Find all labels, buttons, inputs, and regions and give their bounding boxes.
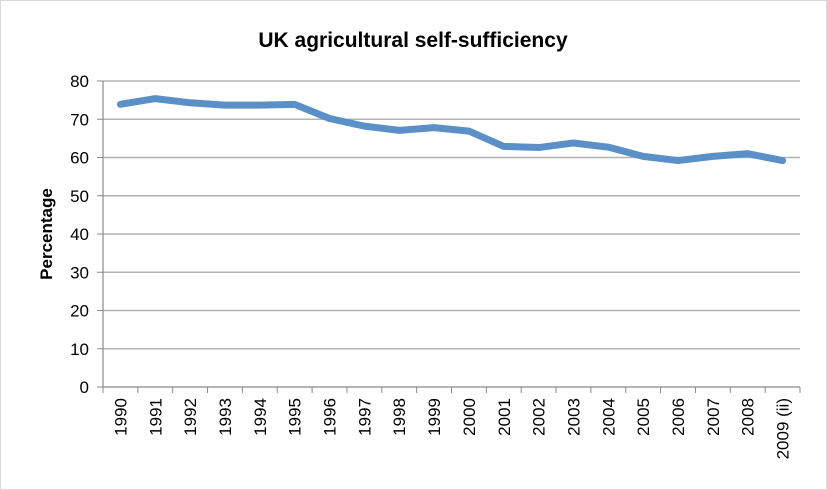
y-tick-label: 50 [70,187,89,206]
x-tick-label: 1994 [251,398,270,436]
chart-title: UK agricultural self-sufficiency [258,29,568,52]
y-tick-label: 20 [70,302,89,321]
y-tick-label: 60 [70,149,89,168]
x-tick-label: 2000 [460,398,479,436]
x-tick-label: 1990 [111,398,130,436]
series-line [116,95,787,165]
x-tick-label: 1998 [390,398,409,436]
x-tick-label: 1995 [286,398,305,436]
x-tick-label: 2009 (ii) [774,398,793,459]
y-tick-label: 10 [70,340,89,359]
x-tick-label: 1992 [181,398,200,436]
x-tick-label: 1996 [321,398,340,436]
y-tick-label: 0 [80,378,89,397]
x-tick-label: 2001 [495,398,514,436]
x-tick-label: 1993 [216,398,235,436]
y-tick-label: 70 [70,110,89,129]
y-tick-label: 30 [70,263,89,282]
x-tick-label: 2002 [530,398,549,436]
x-tick-label: 1999 [425,398,444,436]
x-tick-label: 2003 [564,398,583,436]
x-tick-label: 1991 [146,398,165,436]
y-axis-label: Percentage [37,188,56,280]
y-tick-label: 40 [70,225,89,244]
x-tick-label: 2006 [669,398,688,436]
x-tick-label: 2004 [599,398,618,436]
x-tick-label: 2007 [704,398,723,436]
x-tick-label: 1997 [355,398,374,436]
x-tick-label: 2008 [739,398,758,436]
y-tick-label: 80 [70,72,89,91]
x-tick-label: 2005 [634,398,653,436]
